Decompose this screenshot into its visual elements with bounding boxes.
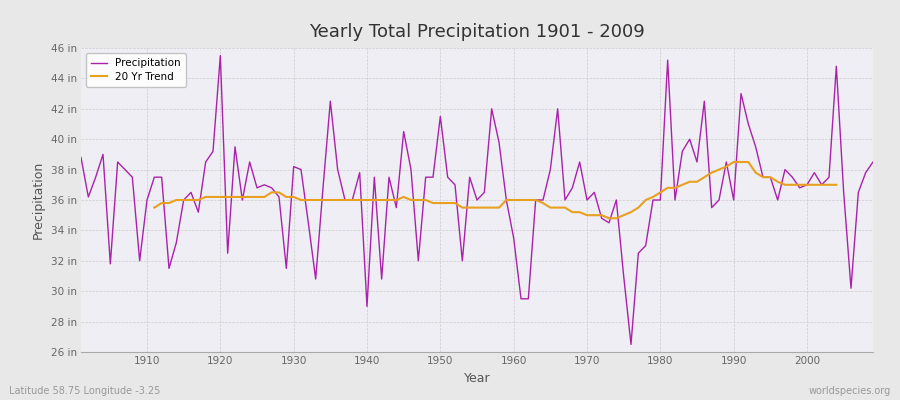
X-axis label: Year: Year (464, 372, 490, 385)
Precipitation (76, 155, 86, 160)
Precipitation (626, 342, 636, 347)
Precipitation (868, 160, 878, 164)
Precipitation (516, 296, 526, 301)
Precipitation (346, 198, 357, 202)
Precipitation (508, 236, 519, 240)
Precipitation (303, 220, 314, 225)
Legend: Precipitation, 20 Yr Trend: Precipitation, 20 Yr Trend (86, 53, 186, 87)
Precipitation (215, 53, 226, 58)
20 Yr Trend (266, 190, 277, 195)
20 Yr Trend (435, 201, 446, 206)
20 Yr Trend (325, 198, 336, 202)
20 Yr Trend (831, 182, 842, 187)
Line: 20 Yr Trend: 20 Yr Trend (154, 162, 836, 218)
Text: worldspecies.org: worldspecies.org (809, 386, 891, 396)
Title: Yearly Total Precipitation 1901 - 2009: Yearly Total Precipitation 1901 - 2009 (309, 23, 645, 41)
Line: Precipitation: Precipitation (81, 56, 873, 344)
20 Yr Trend (604, 216, 615, 221)
20 Yr Trend (728, 160, 739, 164)
20 Yr Trend (413, 198, 424, 202)
Precipitation (604, 220, 615, 225)
20 Yr Trend (148, 205, 159, 210)
20 Yr Trend (560, 205, 571, 210)
Y-axis label: Precipitation: Precipitation (32, 161, 45, 239)
Precipitation (134, 258, 145, 263)
Text: Latitude 58.75 Longitude -3.25: Latitude 58.75 Longitude -3.25 (9, 386, 160, 396)
20 Yr Trend (670, 186, 680, 190)
